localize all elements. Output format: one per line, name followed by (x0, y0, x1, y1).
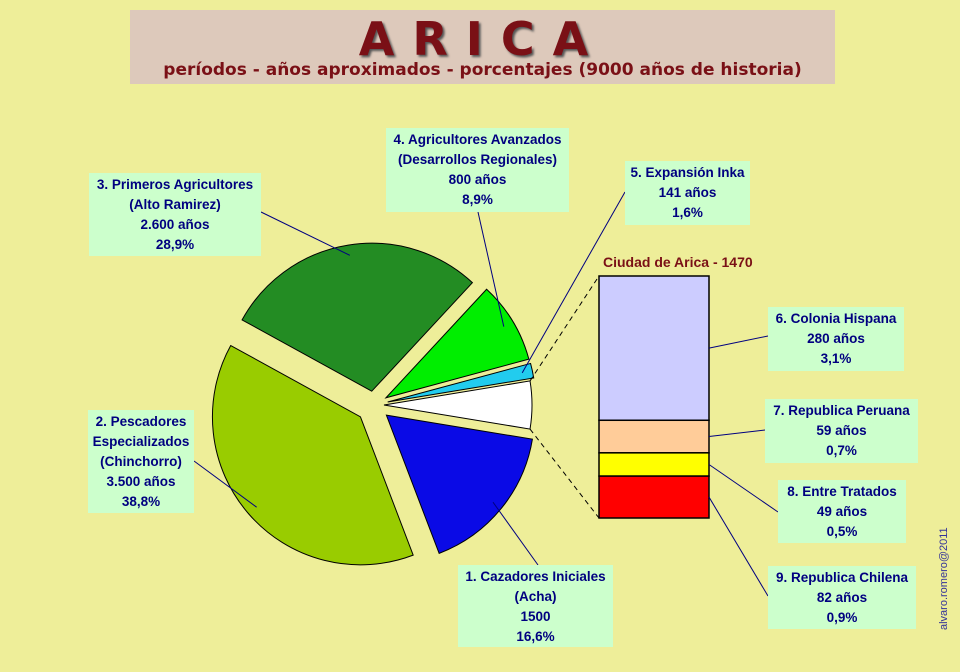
leader-line (521, 191, 626, 374)
label-years: 141 años (658, 185, 717, 200)
label-years: 800 años (448, 172, 507, 187)
pie-slice (387, 362, 535, 403)
label-sub: (Desarrollos Regionales) (397, 152, 558, 167)
leader-line (260, 211, 351, 256)
label-pct: 16,6% (516, 629, 555, 644)
leader-line (708, 335, 769, 349)
label-pct: 0,5% (826, 524, 858, 539)
label-name: 6. Colonia Hispana (775, 311, 897, 326)
bar-stack-title: Ciudad de Arica - 1470 (603, 254, 753, 270)
label-years: 59 años (816, 423, 867, 438)
label-name: 3. Primeros Agricultores (96, 177, 254, 192)
label-republica-chilena: 9. Republica Chilena 82 años 0,9% (768, 566, 916, 629)
chart-subtitle: períodos - años aproximados - porcentaje… (163, 60, 802, 80)
label-pct: 38,8% (121, 494, 161, 509)
pie-slice (211, 344, 414, 566)
label-pct: 0,9% (826, 610, 858, 625)
label-years: 280 años (807, 331, 865, 346)
label-sub: (Acha) (514, 589, 557, 604)
label-name: 7. Republica Peruana (773, 403, 910, 418)
author-signature: alvaro.romero@2011 (938, 527, 950, 630)
bar-segment (598, 419, 710, 454)
label-years: 82 años (816, 590, 868, 605)
chart-title: ARICA (358, 12, 607, 66)
label-agricultores-avanzados: 4. Agricultores Avanzados (Desarrollos R… (386, 128, 569, 212)
title-banner: ARICA períodos - años aproximados - porc… (130, 10, 835, 84)
label-years: 1500 (520, 609, 551, 624)
pie-slice (385, 414, 533, 555)
label-sub: (Alto Ramirez) (129, 197, 221, 212)
pie-slice (384, 288, 530, 399)
label-entre-tratados: 8. Entre Tratados 49 años 0,5% (778, 480, 906, 543)
connector-line (529, 275, 600, 382)
leader-line (477, 211, 505, 327)
bar-segment (598, 475, 710, 519)
connector-line (529, 428, 600, 519)
label-years: 49 años (816, 504, 868, 519)
label-name: 4. Agricultores Avanzados (393, 132, 562, 147)
label-primeros-agricultores: 3. Primeros Agricultores (Alto Ramirez) … (89, 173, 261, 256)
leader-line (708, 496, 769, 597)
label-republica-peruana: 7. Republica Peruana 59 años 0,7% (765, 399, 918, 463)
bar-segment (598, 452, 710, 477)
label-colonia-hispana: 6. Colonia Hispana 280 años 3,1% (768, 307, 904, 371)
label-pct: 28,9% (155, 237, 195, 252)
label-expansion-inka: 5. Expansión Inka 141 años 1,6% (625, 161, 750, 225)
label-pescadores-especializados: 2. Pescadores Especializados (Chinchorro… (88, 410, 194, 513)
pie-slice (383, 380, 533, 430)
label-name: 9. Republica Chilena (775, 570, 909, 585)
label-years: 2.600 años (140, 217, 210, 232)
leader-line (193, 460, 257, 508)
label-years: 3.500 años (106, 474, 176, 489)
leader-line (708, 464, 779, 513)
pie-slice (241, 242, 474, 392)
label-pct: 8,9% (462, 192, 493, 207)
label-pct: 0,7% (826, 443, 857, 458)
label-pct: 1,6% (672, 205, 703, 220)
label-name: 1. Cazadores Iniciales (465, 569, 606, 584)
label-name: 5. Expansión Inka (630, 165, 745, 180)
leader-line (708, 429, 766, 438)
label-name: 8. Entre Tratados (787, 484, 897, 499)
leader-line (492, 501, 539, 566)
bar-segment (598, 275, 710, 422)
label-sub: (Chinchorro) (100, 454, 182, 469)
label-pct: 3,1% (820, 351, 852, 366)
label-name: 2. Pescadores Especializados (92, 414, 190, 449)
label-cazadores-iniciales: 1. Cazadores Iniciales (Acha) 1500 16,6% (458, 565, 613, 647)
